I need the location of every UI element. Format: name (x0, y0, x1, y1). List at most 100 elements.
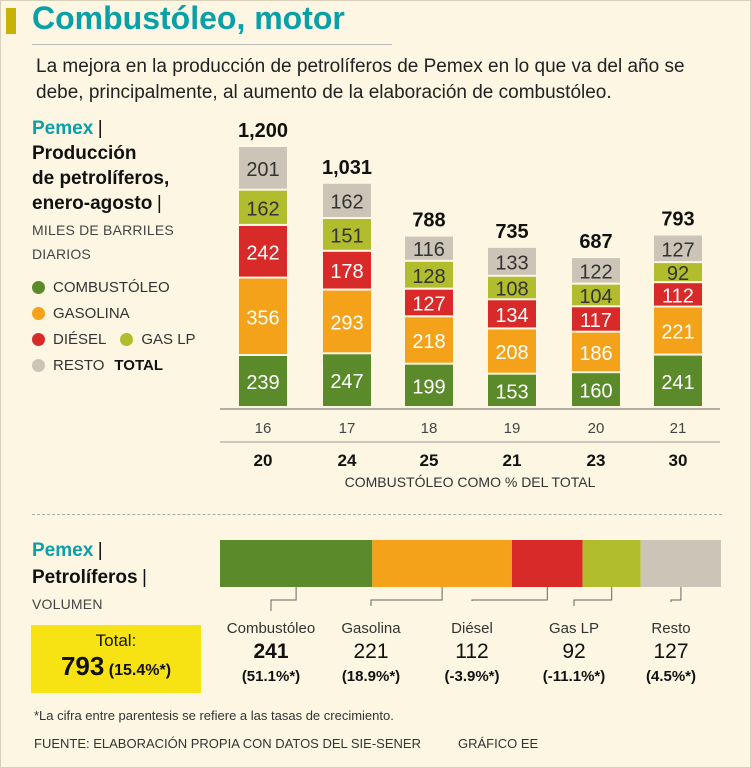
bar-segment-diesel-17 (323, 251, 371, 289)
panel1-brand: Pemex (32, 118, 94, 139)
bar-segment-combustoleo-16 (239, 356, 287, 406)
panel2-heading-sep: | (142, 567, 147, 588)
panel1-heading-line2: de petrolíferos, (32, 168, 170, 189)
volume-growth-combustoleo: (51.1%*) (242, 668, 300, 685)
panel1-header: Pemex | Producción de petrolíferos, ener… (32, 116, 174, 262)
legend-label-diesel: DIÉSEL (53, 330, 107, 348)
segment-label-gasolina-20: 186 (579, 343, 612, 365)
bar-segment-diesel-20 (572, 307, 620, 331)
segment-label-diesel-18: 127 (412, 294, 445, 316)
volume-composition-bar: Combustóleo 241 (51.1%*) Gasolina 221 (18.9%*… (220, 540, 721, 685)
volume-growth-diesel: (-3.9%*) (444, 668, 499, 685)
bar-segment-combustoleo-18 (405, 364, 453, 406)
legend-item-diesel-gaslp: DIÉSEL GAS LP (32, 326, 196, 352)
bar-segment-gasolina-19 (488, 329, 536, 373)
bar-segment-diesel-16 (239, 226, 287, 277)
x-tick-label-18: 18 (421, 420, 438, 437)
volume-segment-diesel (511, 540, 583, 587)
volume-value-combustoleo: 241 (253, 640, 288, 663)
segment-label-resto-18: 116 (413, 239, 445, 261)
bar-segment-gas-lp-18 (405, 261, 453, 288)
bar-total-label-17: 1,031 (322, 157, 372, 179)
share-row-label: COMBUSTÓLEO COMO % DEL TOTAL (345, 474, 596, 490)
bar-segment-resto-20 (572, 258, 620, 283)
volume-segment-gasolina (372, 540, 512, 587)
share-value-18: 25 (420, 451, 439, 470)
segment-label-gasolina-19: 208 (495, 342, 528, 364)
segment-label-combustoleo-17: 247 (330, 371, 363, 393)
stacked-bar-chart: 239 356 242 162 201 1,200 16 20 247 293 178 151 162 1… (220, 120, 720, 490)
legend-item-resto-total: RESTO TOTAL (32, 352, 196, 378)
segment-label-resto-20: 122 (579, 261, 612, 283)
legend-swatch-gasolina (32, 306, 45, 320)
volume-name-combustoleo: Combustóleo (227, 620, 315, 637)
panel1-unit-line1: MILES DE BARRILES (32, 222, 174, 238)
bar-segment-resto-16 (239, 147, 287, 189)
title-divider (32, 44, 392, 45)
credit-text: GRÁFICO EE (458, 736, 539, 751)
legend-label-combustoleo: COMBUSTÓLEO (53, 278, 170, 296)
segment-label-gas-lp-19: 108 (495, 279, 528, 301)
panel1-unit-line2: DIARIOS (32, 246, 91, 262)
bar-segment-diesel-21 (654, 283, 702, 306)
segment-label-combustoleo-16: 239 (246, 372, 279, 394)
share-value-21: 30 (669, 451, 688, 470)
volume-growth-gasolina: (18.9%*) (342, 668, 400, 685)
segment-label-diesel-17: 178 (330, 261, 363, 283)
total-growth: (15.4%*) (108, 662, 172, 679)
panel2-unit: VOLUMEN (32, 596, 103, 612)
panel2-brand: Pemex (32, 540, 94, 561)
bar-segment-diesel-18 (405, 289, 453, 316)
bar-segment-gasolina-17 (323, 290, 371, 353)
bar-segment-combustoleo-17 (323, 354, 371, 406)
x-tick-label-20: 20 (588, 420, 605, 437)
segment-label-combustoleo-20: 160 (579, 381, 612, 403)
bar-segment-gas-lp-16 (239, 190, 287, 224)
title-accent-bar (6, 8, 16, 34)
bar-total-label-21: 793 (661, 209, 694, 231)
volume-value-gas_lp: 92 (562, 640, 585, 663)
segment-label-diesel-21: 112 (662, 285, 694, 307)
legend: COMBUSTÓLEO GASOLINA DIÉSEL GAS LP RESTO… (32, 274, 196, 378)
intro-text: La mejora en la producción de petrolífer… (36, 56, 685, 103)
bar-segment-gas-lp-17 (323, 219, 371, 250)
bar-segment-gas-lp-21 (654, 263, 702, 282)
legend-item-combustoleo: COMBUSTÓLEO (32, 274, 196, 300)
footnote: *La cifra entre parentesis se refiere a … (34, 708, 394, 723)
legend-label-resto: RESTO (53, 356, 105, 374)
legend-label-gasolina: GASOLINA (53, 304, 130, 322)
x-tick-label-17: 17 (339, 420, 356, 437)
volume-segment-resto (640, 540, 721, 587)
volume-growth-gas_lp: (-11.1%*) (543, 668, 606, 685)
volume-leader-line-gas_lp (573, 587, 613, 606)
legend-item-gasolina: GASOLINA (32, 300, 196, 326)
bar-segment-combustoleo-20 (572, 373, 620, 406)
bar-segment-diesel-19 (488, 300, 536, 328)
total-box: Total: 793 (15.4%*) (31, 625, 201, 693)
volume-growth-resto: (4.5%*) (646, 668, 696, 685)
x-tick-label-16: 16 (255, 420, 272, 437)
bar-segment-resto-17 (323, 183, 371, 217)
bar-total-label-20: 687 (579, 231, 612, 253)
volume-leader-line-resto (670, 587, 682, 602)
panel1-heading-sep: | (156, 193, 162, 214)
legend-swatch-combustoleo (32, 280, 45, 294)
panel2-brand-sep: | (97, 540, 103, 561)
share-value-17: 24 (338, 451, 357, 470)
segment-label-combustoleo-21: 241 (661, 372, 694, 394)
volume-name-resto: Resto (651, 620, 690, 637)
segment-label-gas-lp-16: 162 (246, 198, 279, 220)
section-divider (32, 514, 722, 515)
bar-segment-combustoleo-21 (654, 355, 702, 406)
volume-segment-gas_lp (582, 540, 641, 587)
bar-segment-gas-lp-19 (488, 276, 536, 299)
bar-segment-gasolina-16 (239, 278, 287, 354)
legend-swatch-gas-lp (120, 332, 134, 346)
segment-label-resto-21: 127 (661, 239, 694, 261)
page-title: Combustóleo, motor (32, 0, 345, 36)
total-label: Total: (95, 631, 137, 650)
volume-leader-line-diesel (471, 587, 548, 601)
legend-label-total: TOTAL (114, 356, 164, 374)
segment-label-combustoleo-19: 153 (495, 381, 528, 403)
bar-segment-gasolina-20 (572, 332, 620, 372)
